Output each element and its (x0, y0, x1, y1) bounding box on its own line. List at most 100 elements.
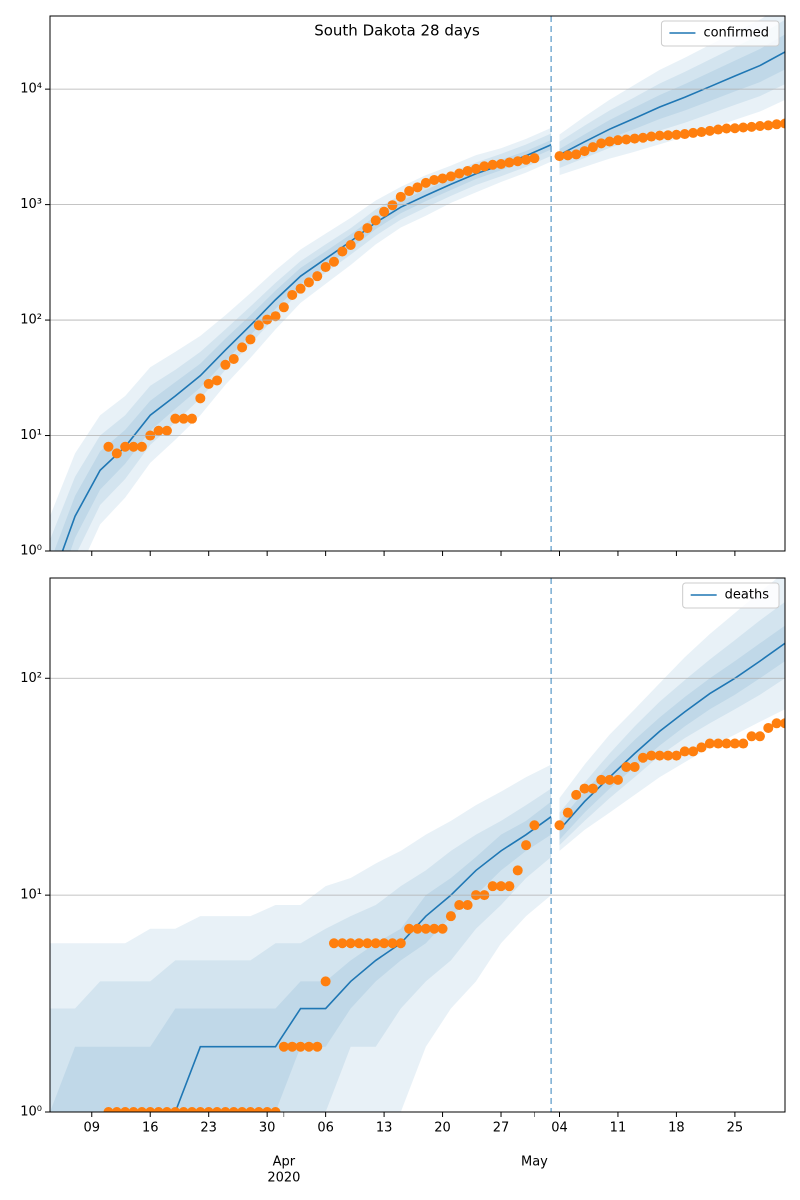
observed-point (303, 277, 314, 288)
observed-point (203, 1107, 214, 1112)
observed-point (228, 1107, 239, 1112)
observed-point (103, 441, 114, 452)
y-tick-label: 10³ (20, 197, 42, 212)
observed-point (671, 129, 682, 140)
observed-point (562, 150, 573, 161)
observed-point (170, 413, 181, 424)
observed-point (212, 1107, 223, 1112)
observed-point (445, 171, 456, 182)
observed-point (604, 774, 615, 785)
observed-point (287, 289, 298, 300)
observed-point (395, 191, 406, 202)
y-tick-label: 10² (20, 671, 42, 686)
observed-point (754, 731, 765, 742)
observed-point (663, 750, 674, 761)
observed-point (111, 448, 122, 459)
observed-point (312, 1041, 323, 1052)
observed-point (629, 761, 640, 772)
observed-point (721, 123, 732, 134)
observed-point (220, 359, 231, 370)
observed-point (679, 129, 690, 140)
observed-point (638, 132, 649, 143)
observed-point (245, 1107, 256, 1112)
uncertainty-band (50, 801, 552, 1112)
observed-point (529, 153, 540, 164)
observed-point (111, 1107, 122, 1112)
x-tick-label: 16 (142, 1121, 159, 1136)
observed-point (487, 159, 498, 170)
observed-point (270, 311, 281, 322)
uncertainty-band (559, 625, 785, 840)
observed-point (621, 761, 632, 772)
observed-point (512, 156, 523, 167)
observed-point (237, 342, 248, 353)
x-tick-label: 20 (434, 1121, 451, 1136)
observed-point (729, 123, 740, 134)
observed-point (237, 1107, 248, 1112)
model-line (559, 51, 785, 156)
observed-point (228, 354, 239, 365)
observed-point (328, 256, 339, 267)
observed-point (496, 881, 507, 892)
observed-point (696, 127, 707, 138)
observed-point (746, 121, 757, 132)
x-tick-label: 11 (610, 1121, 627, 1136)
observed-point (120, 1107, 131, 1112)
x-month-label: Apr (273, 1155, 296, 1170)
observed-point (320, 976, 331, 987)
observed-point (354, 230, 365, 241)
observed-point (654, 130, 665, 141)
observed-point (521, 840, 532, 851)
observed-point (746, 731, 757, 742)
observed-point (345, 239, 356, 250)
uncertainty-band (50, 788, 552, 1112)
observed-point (763, 722, 774, 733)
observed-point (571, 149, 582, 160)
chart-title: South Dakota 28 days (314, 22, 480, 40)
observed-point (379, 206, 390, 217)
observed-point (679, 746, 690, 757)
x-tick-label: 06 (317, 1121, 334, 1136)
observed-point (412, 923, 423, 934)
observed-point (270, 1107, 281, 1112)
observed-point (612, 774, 623, 785)
observed-point (771, 119, 782, 130)
x-tick-label: 09 (83, 1121, 100, 1136)
observed-point (688, 127, 699, 138)
uncertainty-band (559, 16, 785, 176)
plot-area (50, 16, 785, 551)
observed-point (328, 938, 339, 949)
observed-point (379, 938, 390, 949)
observed-point (454, 168, 465, 179)
legend-label: confirmed (703, 26, 769, 41)
uncertainty-band (559, 34, 785, 161)
observed-point (253, 320, 264, 331)
x-year-label: 2020 (267, 1171, 300, 1186)
x-month-label: May (521, 1155, 548, 1170)
x-tick-label: 27 (493, 1121, 510, 1136)
observed-point (295, 283, 306, 294)
observed-point (587, 142, 598, 153)
observed-point (763, 120, 774, 131)
observed-point (412, 182, 423, 193)
observed-point (462, 900, 473, 911)
observed-point (696, 742, 707, 753)
y-tick-label: 10⁰ (20, 544, 42, 559)
observed-point (621, 134, 632, 145)
observed-point (496, 159, 507, 170)
observed-point (262, 1107, 273, 1112)
observed-point (195, 1107, 206, 1112)
observed-point (713, 738, 724, 749)
observed-point (704, 738, 715, 749)
legend-box (682, 582, 780, 609)
observed-point (161, 425, 172, 436)
observed-point (512, 865, 523, 876)
observed-point (738, 738, 749, 749)
observed-point (153, 425, 164, 436)
observed-point (337, 246, 348, 257)
x-tick-label: 18 (668, 1121, 685, 1136)
observed-point (387, 938, 398, 949)
observed-point (136, 1107, 147, 1112)
x-tick-label: 13 (376, 1121, 393, 1136)
